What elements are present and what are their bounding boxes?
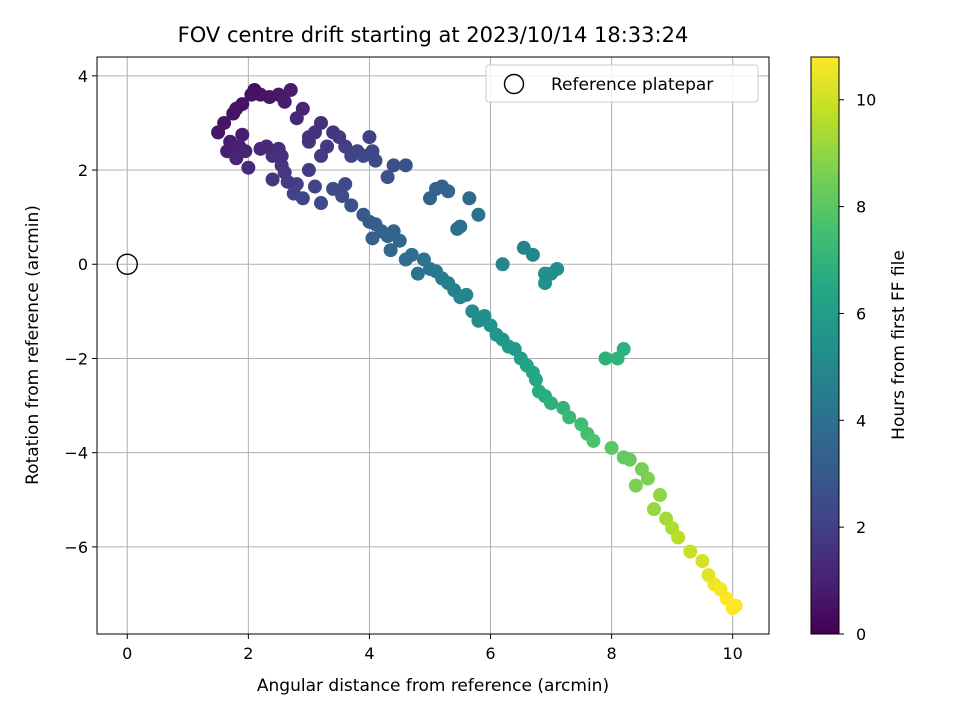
data-point <box>356 148 371 163</box>
data-point <box>362 130 377 145</box>
data-point <box>516 240 531 255</box>
y-axis: 4 2 0 −2 −4 −6 <box>64 67 97 557</box>
data-point <box>695 553 710 568</box>
data-point <box>344 148 359 163</box>
data-point <box>241 160 256 175</box>
colorbar-gradient <box>810 56 840 635</box>
y-tick-label: −2 <box>64 349 88 368</box>
data-point <box>283 82 298 97</box>
legend-label-reference: Reference platepar <box>551 75 713 95</box>
x-tick-label: 4 <box>364 644 374 663</box>
data-point <box>604 440 619 455</box>
y-tick-label: −4 <box>64 444 88 463</box>
data-point <box>422 191 437 206</box>
data-point <box>326 125 341 140</box>
data-point <box>301 130 316 145</box>
data-point <box>550 261 565 276</box>
colorbar: 0 2 4 6 8 10 Hours from first FF file <box>810 56 909 644</box>
data-point <box>528 372 543 387</box>
data-point <box>301 163 316 178</box>
data-points <box>211 82 743 616</box>
data-point <box>398 158 413 173</box>
data-point <box>338 177 353 192</box>
reference-platepar-marker <box>116 253 138 275</box>
x-tick-label: 2 <box>243 644 253 663</box>
data-point <box>383 243 398 258</box>
x-axis: 0 2 4 6 8 10 <box>122 634 743 663</box>
data-point <box>404 247 419 262</box>
data-point <box>728 598 743 613</box>
data-point <box>238 144 253 159</box>
data-point <box>280 174 295 189</box>
y-tick-label: −6 <box>64 538 88 557</box>
data-point <box>640 471 655 486</box>
data-point <box>314 115 328 130</box>
colorbar-tick-label: 4 <box>856 411 866 430</box>
data-point <box>462 191 477 206</box>
data-point <box>274 148 289 163</box>
data-point <box>410 266 425 281</box>
data-point <box>441 184 456 199</box>
data-point <box>713 582 728 597</box>
data-point <box>653 488 668 503</box>
legend-marker-reference <box>503 73 525 95</box>
x-axis-label: Angular distance from reference (arcmin) <box>257 676 609 696</box>
data-point <box>211 125 226 140</box>
colorbar-label: Hours from first FF file <box>889 250 909 440</box>
plot-frame <box>96 56 770 635</box>
data-point <box>598 351 613 366</box>
colorbar-ticks: 0 2 4 6 8 10 <box>839 91 876 644</box>
colorbar-tick-label: 2 <box>856 518 866 537</box>
data-point <box>295 191 310 206</box>
data-point <box>671 530 686 545</box>
colorbar-tick-label: 8 <box>856 198 866 217</box>
legend-box <box>485 64 759 103</box>
colorbar-tick-label: 0 <box>856 625 866 644</box>
data-point <box>562 410 577 425</box>
data-point <box>235 127 250 142</box>
data-point <box>646 502 661 517</box>
x-tick-label: 6 <box>485 644 495 663</box>
data-point <box>683 544 698 559</box>
data-point <box>386 158 401 173</box>
x-tick-label: 10 <box>722 644 742 663</box>
grid <box>97 57 769 634</box>
data-point <box>586 433 601 448</box>
data-point <box>459 287 474 302</box>
colorbar-tick-label: 10 <box>856 91 876 110</box>
data-point <box>307 179 322 194</box>
data-point <box>450 221 465 236</box>
data-point <box>392 233 407 248</box>
data-point <box>265 172 280 187</box>
colorbar-tick-label: 6 <box>856 304 866 323</box>
data-point <box>314 196 328 211</box>
reference-marker-layer <box>116 253 138 275</box>
data-point <box>289 111 304 126</box>
data-point <box>471 207 486 222</box>
legend: Reference platepar <box>485 64 759 103</box>
y-tick-label: 4 <box>78 67 88 86</box>
data-point <box>610 351 625 366</box>
x-tick-label: 0 <box>122 644 132 663</box>
data-point <box>380 170 395 185</box>
data-point <box>314 148 328 163</box>
y-tick-label: 2 <box>78 161 88 180</box>
data-point <box>628 478 643 493</box>
chart-title: FOV centre drift starting at 2023/10/14 … <box>178 23 689 47</box>
data-point <box>244 87 259 102</box>
data-point <box>226 106 241 121</box>
y-axis-label: Rotation from reference (arcmin) <box>23 205 43 485</box>
data-point <box>344 198 359 213</box>
y-tick-label: 0 <box>78 255 88 274</box>
data-point <box>538 266 552 281</box>
data-point <box>335 188 350 203</box>
data-point <box>544 396 559 411</box>
x-tick-label: 8 <box>607 644 617 663</box>
data-point <box>622 452 637 467</box>
data-point <box>495 257 510 272</box>
